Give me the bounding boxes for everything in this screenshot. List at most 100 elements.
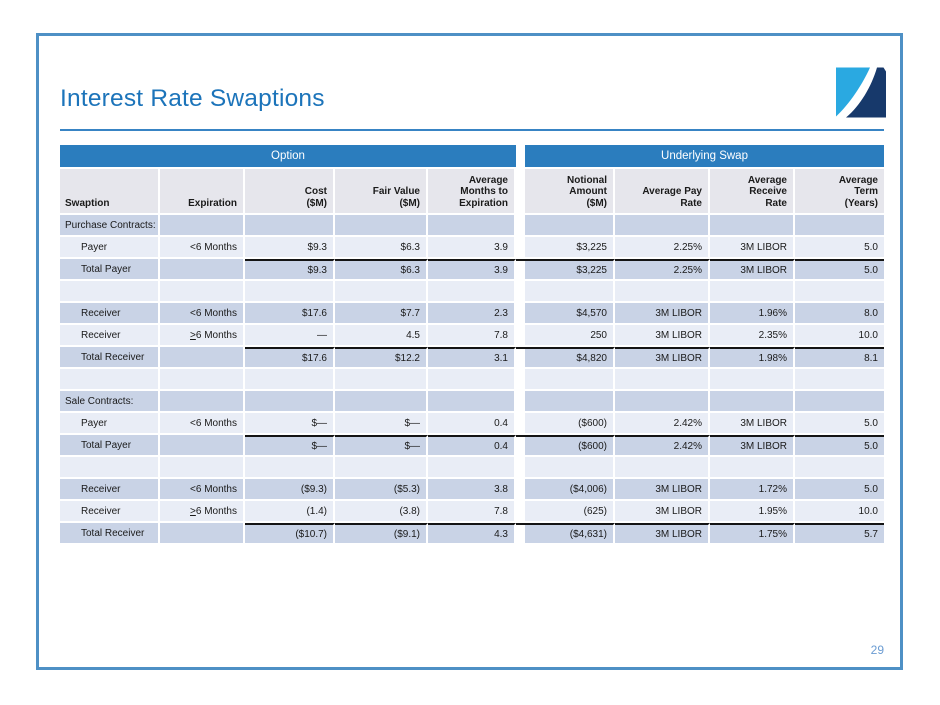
cell-cost <box>245 391 335 413</box>
cell-avg_months: 3.9 <box>428 259 516 281</box>
column-header-fair_value: Fair Value ($M) <box>335 169 428 215</box>
cell-fair_value <box>335 215 428 237</box>
group-header-row: Option Underlying Swap <box>60 145 884 169</box>
cell-notional: ($4,006) <box>525 479 615 501</box>
cell-swaption: Total Receiver <box>60 523 160 545</box>
column-header-row: Swaption Expiration Cost ($M) Fair Value ($M)… <box>60 169 884 215</box>
cell-receive_rate <box>710 215 795 237</box>
cell-swaption <box>60 457 160 479</box>
cell-fair_value <box>335 457 428 479</box>
cell-term <box>795 391 884 413</box>
table-row: Total Receiver $17.6 $12.2 3.1 $4,820 3M LIBO… <box>60 347 884 369</box>
cell-cost: (1.4) <box>245 501 335 523</box>
cell-fair_value: (3.8) <box>335 501 428 523</box>
cell-pay_rate <box>615 391 710 413</box>
cell-fair_value: $6.3 <box>335 237 428 259</box>
column-group-gap <box>516 501 525 523</box>
column-group-gap <box>516 413 525 435</box>
cell-cost <box>245 369 335 391</box>
cell-avg_months: 7.8 <box>428 501 516 523</box>
cell-receive_rate <box>710 457 795 479</box>
cell-cost: ($9.3) <box>245 479 335 501</box>
column-header-notional: Notional Amount ($M) <box>525 169 615 215</box>
cell-term: 5.7 <box>795 523 884 545</box>
cell-cost: ($10.7) <box>245 523 335 545</box>
cell-notional: $4,570 <box>525 303 615 325</box>
column-group-gap <box>516 303 525 325</box>
column-header-pay_rate: Average Pay Rate <box>615 169 710 215</box>
table-row-spacer <box>60 369 884 391</box>
cell-cost: $17.6 <box>245 303 335 325</box>
cell-receive_rate <box>710 281 795 303</box>
cell-notional <box>525 215 615 237</box>
column-group-gap <box>516 281 525 303</box>
cell-notional: 250 <box>525 325 615 347</box>
cell-cost: $9.3 <box>245 259 335 281</box>
cell-fair_value: 4.5 <box>335 325 428 347</box>
cell-swaption: Receiver <box>60 501 160 523</box>
title-divider <box>60 129 884 131</box>
cell-swaption <box>60 369 160 391</box>
cell-cost <box>245 281 335 303</box>
table-row: Payer <6 Months $— $— 0.4 ($600) 2.42% 3M LIBOR… <box>60 413 884 435</box>
cell-expiration <box>160 369 245 391</box>
column-header-term: Average Term (Years) <box>795 169 884 215</box>
cell-term <box>795 457 884 479</box>
cell-avg_months <box>428 391 516 413</box>
cell-swaption: Total Payer <box>60 259 160 281</box>
column-group-gap <box>516 457 525 479</box>
cell-avg_months: 3.9 <box>428 237 516 259</box>
cell-notional: $3,225 <box>525 259 615 281</box>
cell-notional <box>525 369 615 391</box>
column-group-gap <box>516 169 525 215</box>
cell-receive_rate: 3M LIBOR <box>710 237 795 259</box>
cell-fair_value: $12.2 <box>335 347 428 369</box>
cell-pay_rate: 2.25% <box>615 237 710 259</box>
table-row: Sale Contracts: <box>60 391 884 413</box>
cell-notional: ($600) <box>525 413 615 435</box>
column-header-receive_rate: Average Receive Rate <box>710 169 795 215</box>
page-title: Interest Rate Swaptions <box>60 85 325 112</box>
cell-expiration: >6 Months <box>160 325 245 347</box>
column-header-expiration: Expiration <box>160 169 245 215</box>
cell-pay_rate: 3M LIBOR <box>615 347 710 369</box>
cell-receive_rate <box>710 369 795 391</box>
company-logo <box>836 67 886 118</box>
cell-swaption: Receiver <box>60 325 160 347</box>
cell-cost <box>245 457 335 479</box>
cell-swaption <box>60 281 160 303</box>
cell-pay_rate: 3M LIBOR <box>615 303 710 325</box>
cell-avg_months <box>428 215 516 237</box>
cell-swaption: Total Receiver <box>60 347 160 369</box>
cell-term: 5.0 <box>795 259 884 281</box>
column-group-gap <box>516 435 525 457</box>
cell-receive_rate: 1.96% <box>710 303 795 325</box>
column-header-swaption: Swaption <box>60 169 160 215</box>
cell-cost: — <box>245 325 335 347</box>
cell-expiration <box>160 215 245 237</box>
table-row: Payer <6 Months $9.3 $6.3 3.9 $3,225 2.25% 3M L… <box>60 237 884 259</box>
cell-term: 8.1 <box>795 347 884 369</box>
cell-avg_months <box>428 281 516 303</box>
cell-avg_months: 3.8 <box>428 479 516 501</box>
cell-swaption: Payer <box>60 413 160 435</box>
column-group-gap <box>516 215 525 237</box>
cell-term: 10.0 <box>795 501 884 523</box>
table-row: Total Payer $— $— 0.4 ($600) 2.42% 3M LIBOR 5.0 <box>60 435 884 457</box>
cell-fair_value <box>335 369 428 391</box>
table-row-spacer <box>60 281 884 303</box>
cell-expiration <box>160 347 245 369</box>
cell-expiration <box>160 391 245 413</box>
group-header-underlying-swap: Underlying Swap <box>525 145 884 169</box>
column-group-gap <box>516 325 525 347</box>
cell-swaption: Purchase Contracts: <box>60 215 160 237</box>
cell-avg_months <box>428 369 516 391</box>
cell-receive_rate: 1.95% <box>710 501 795 523</box>
table-row: Receiver <6 Months $17.6 $7.7 2.3 $4,570 3M LI… <box>60 303 884 325</box>
column-header-cost: Cost ($M) <box>245 169 335 215</box>
cell-term <box>795 281 884 303</box>
cell-term <box>795 215 884 237</box>
cell-receive_rate: 3M LIBOR <box>710 413 795 435</box>
table-row: Receiver <6 Months ($9.3) ($5.3) 3.8 ($4,006)… <box>60 479 884 501</box>
